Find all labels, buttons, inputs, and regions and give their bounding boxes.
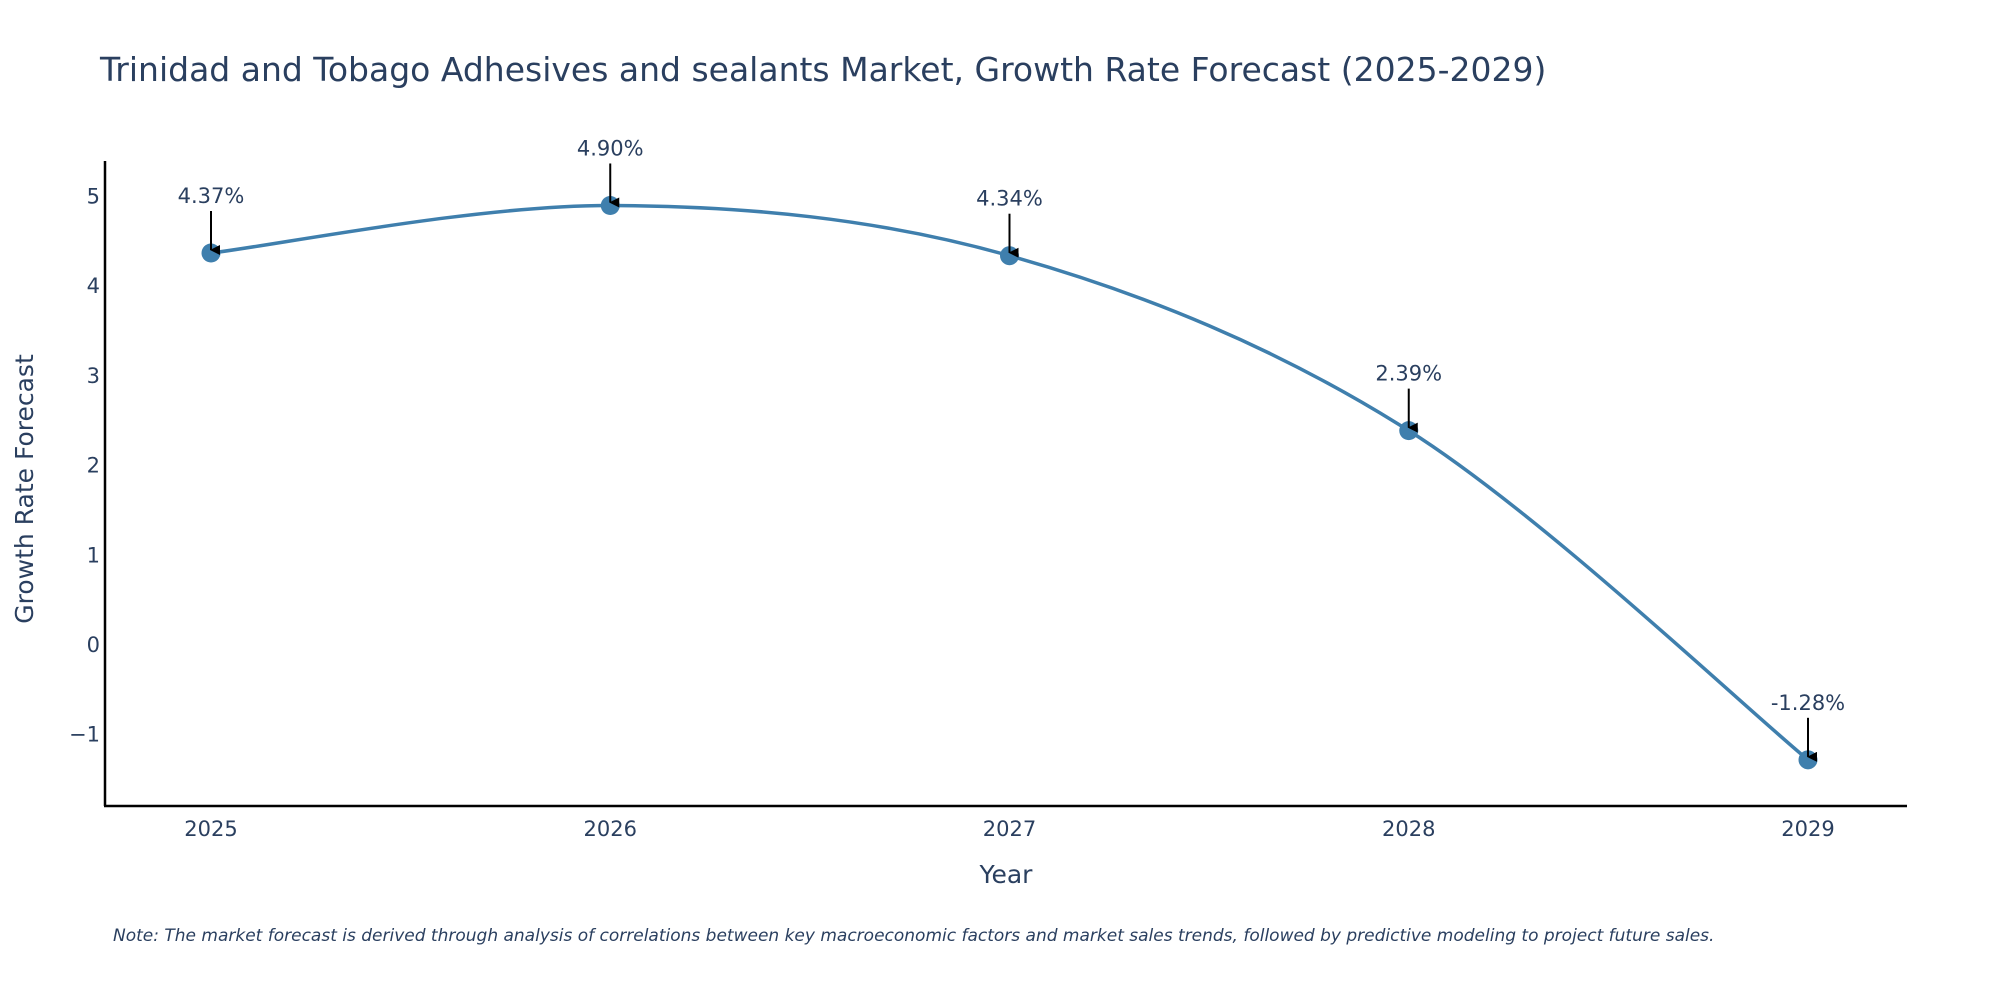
series-line-growth-rate [210, 203, 1810, 762]
x-tick-label: 2026 [584, 817, 637, 841]
x-tick-label: 2029 [1781, 817, 1834, 841]
y-tick-label: 0 [87, 633, 100, 657]
y-tick-label: 3 [87, 364, 100, 388]
chart-title: Trinidad and Tobago Adhesives and sealan… [99, 50, 1546, 89]
y-tick-label: 5 [87, 185, 100, 209]
y-tick-label: 4 [87, 274, 100, 298]
y-axis-title: Growth Rate Forecast [10, 354, 39, 624]
x-axis-title: Year [979, 860, 1034, 889]
data-label: 4.37% [178, 184, 245, 208]
data-label-annotations: 4.37% 4.90% 4.34% 2.39% -1.28% [178, 136, 1845, 762]
x-tick-label: 2025 [184, 817, 237, 841]
data-label: -1.28% [1771, 691, 1845, 715]
data-point-markers [201, 195, 1818, 770]
data-label: 2.39% [1375, 362, 1442, 386]
data-label: 4.34% [976, 187, 1043, 211]
chart-note: Note: The market forecast is derived thr… [113, 926, 1714, 946]
y-tick-label: 2 [87, 454, 100, 478]
y-tick-label: −1 [69, 723, 100, 747]
y-axis-ticks: −1 0 1 2 3 4 5 [69, 185, 100, 747]
data-label: 4.90% [577, 136, 644, 160]
y-tick-label: 1 [87, 543, 100, 567]
x-tick-label: 2027 [983, 817, 1036, 841]
x-axis-ticks: 2025 2026 2027 2028 2029 [184, 817, 1834, 841]
x-tick-label: 2028 [1382, 817, 1435, 841]
